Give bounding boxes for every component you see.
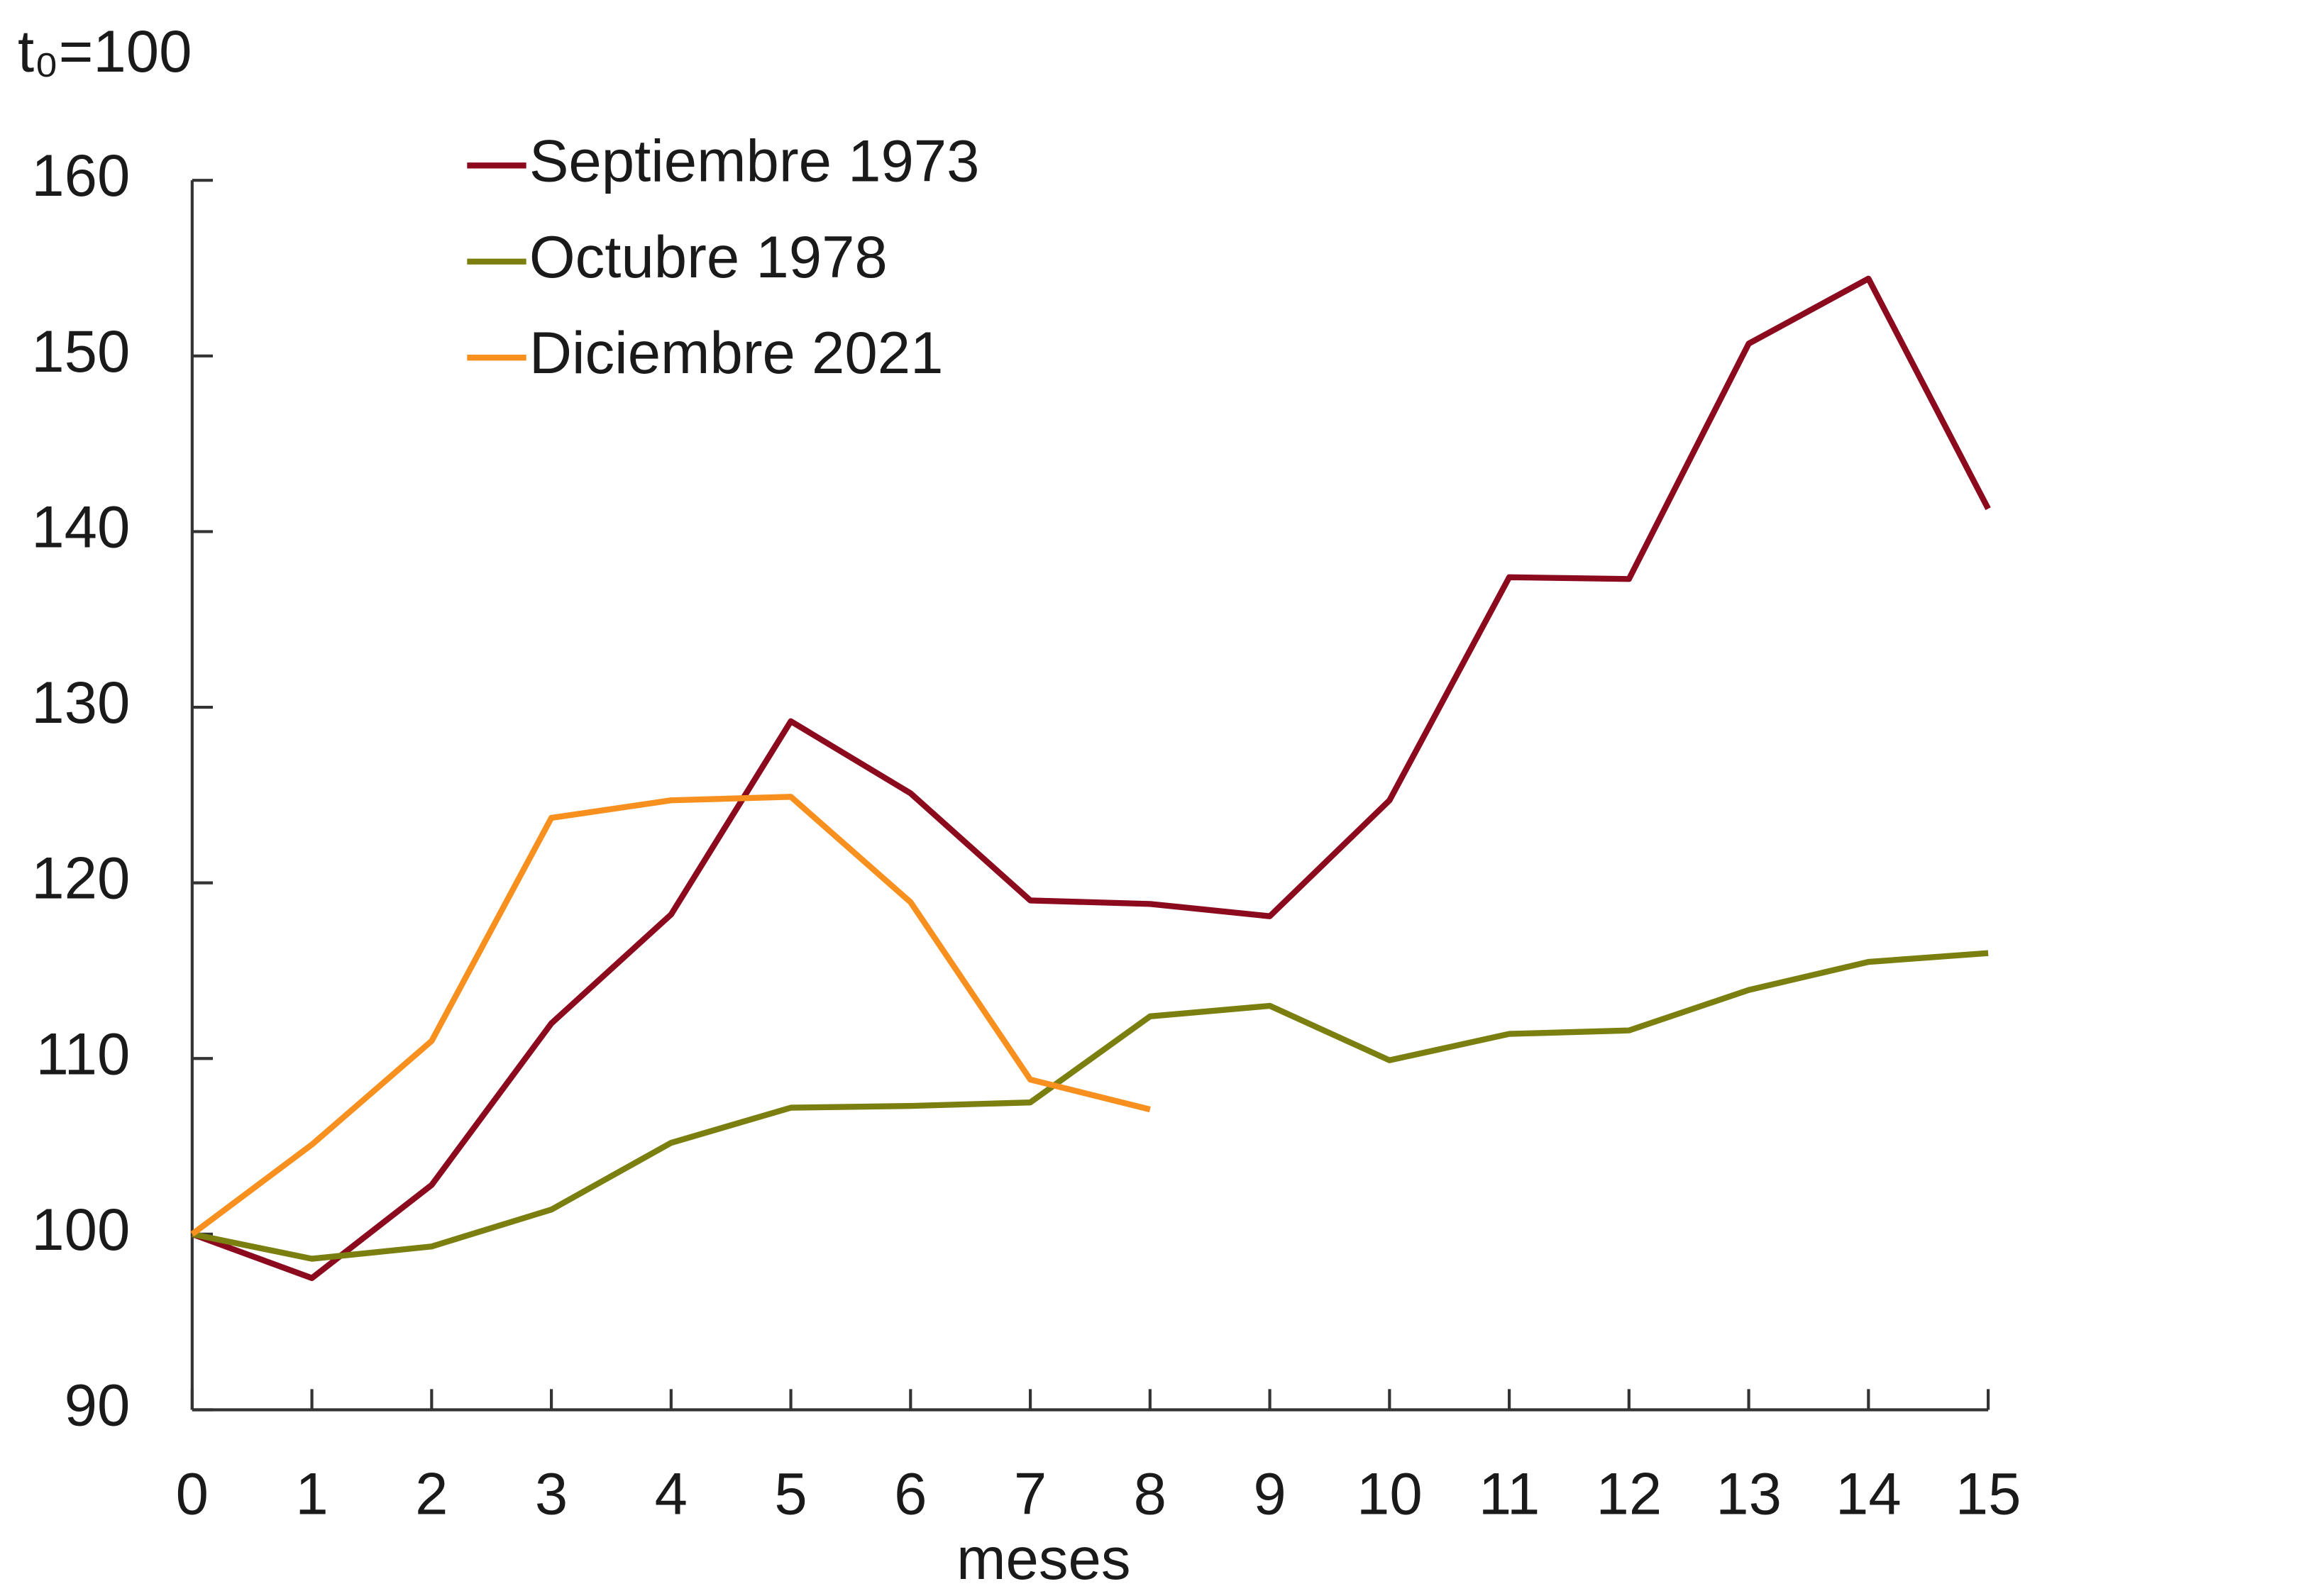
- x-tick-label: 1: [295, 1461, 328, 1527]
- legend-label: Diciembre 2021: [529, 320, 944, 386]
- x-tick-label: 10: [1357, 1461, 1423, 1527]
- y-tick-label: 110: [35, 1021, 130, 1087]
- y-tick-label: 130: [31, 670, 130, 736]
- x-tick-label: 2: [415, 1461, 448, 1527]
- x-tick-label: 9: [1253, 1461, 1286, 1527]
- x-tick-label: 0: [176, 1461, 209, 1527]
- x-tick-label: 5: [774, 1461, 807, 1527]
- x-tick-label: 6: [894, 1461, 927, 1527]
- y-axis-label: t₀=100: [18, 18, 192, 84]
- y-tick-label: 150: [31, 318, 130, 384]
- x-tick-label: 3: [535, 1461, 568, 1527]
- y-tick-label: 160: [31, 143, 130, 209]
- series-line: [191, 950, 1989, 1262]
- x-tick-label: 8: [1134, 1461, 1166, 1527]
- y-tick-label: 120: [31, 846, 130, 911]
- x-tick-label: 4: [655, 1461, 688, 1527]
- series-line: [191, 275, 1991, 1281]
- x-tick-label: 15: [1955, 1461, 2021, 1527]
- y-tick-label: 140: [31, 494, 130, 560]
- series-line: [190, 794, 1151, 1237]
- x-tick-label: 13: [1716, 1461, 1782, 1527]
- x-tick-label: 11: [1479, 1461, 1540, 1527]
- x-axis-label: meses: [956, 1526, 1130, 1592]
- legend-label: Septiembre 1973: [529, 128, 980, 194]
- x-tick-label: 14: [1836, 1461, 1902, 1527]
- x-tick-label: 7: [1014, 1461, 1047, 1527]
- legend-label: Octubre 1978: [529, 224, 888, 290]
- x-tick-label: 12: [1596, 1461, 1662, 1527]
- y-tick-label: 100: [31, 1197, 130, 1263]
- y-tick-label: 90: [65, 1373, 131, 1439]
